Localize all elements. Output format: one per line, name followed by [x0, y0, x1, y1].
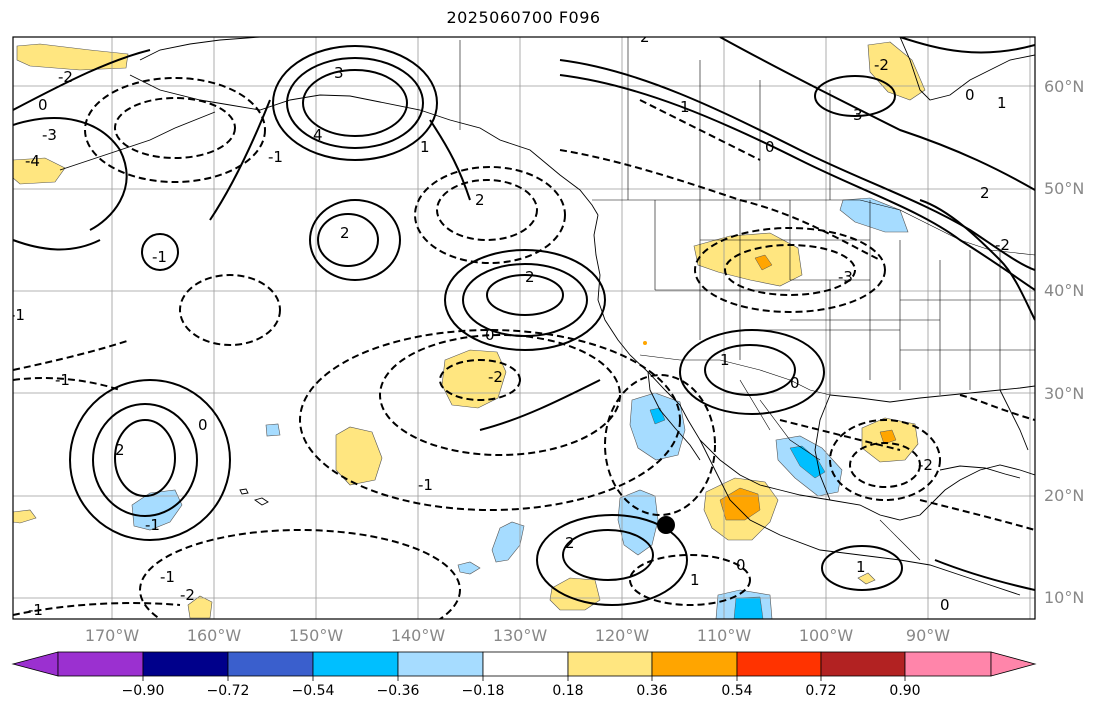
contour-label: 2: [640, 28, 650, 46]
contour-label: -2: [918, 456, 933, 474]
contour-label: 1: [680, 98, 690, 116]
colorbar-tick: −0.54: [291, 683, 335, 699]
longitude-label: 160°W: [186, 626, 242, 645]
contour-label: 0: [765, 138, 775, 156]
graticule: [13, 37, 1035, 619]
contour-label: -1: [268, 148, 283, 166]
colorbar-tick: −0.18: [461, 683, 505, 699]
contour-label: 2: [980, 184, 990, 202]
longitude-label: 120°W: [594, 626, 650, 645]
contour-label: 2: [525, 268, 535, 286]
positive-contours: [13, 37, 1035, 606]
contour-label: 2: [565, 534, 575, 552]
contour-label: -1: [55, 371, 70, 389]
contour-label: -2: [874, 56, 889, 74]
black-dot-marker: [657, 516, 675, 534]
contour-label: 0: [485, 326, 495, 344]
strong-negative-shading: [649, 407, 826, 619]
longitude-label: 130°W: [492, 626, 548, 645]
contour-label: 4: [313, 126, 323, 144]
contour-label: 2: [115, 441, 125, 459]
map-title: 2025060700 F096: [446, 8, 601, 27]
contour-label: -2: [995, 236, 1010, 254]
longitude-label: 170°W: [84, 626, 140, 645]
contour-label: -1: [418, 476, 433, 494]
latitude-label: 10°N: [1044, 588, 1085, 607]
contour-label: 0: [38, 96, 48, 114]
longitude-label: 140°W: [390, 626, 446, 645]
contour-label: -4: [25, 152, 40, 170]
latitude-label: 20°N: [1044, 486, 1085, 505]
contour-label: 0: [965, 86, 975, 104]
negative-contours: [13, 77, 1035, 619]
contour-label: 0: [198, 416, 208, 434]
colorbar-tick: −0.90: [121, 683, 165, 699]
colorbar-tick: 0.54: [721, 683, 753, 699]
longitude-label: 90°W: [905, 626, 951, 645]
contour-label: -3: [42, 126, 57, 144]
map-frame: [12, 36, 1036, 620]
colorbar-tick: 0.18: [552, 683, 584, 699]
contour-label: -2: [58, 68, 73, 86]
colorbar-tick: −0.72: [206, 683, 250, 699]
contour-label: 1: [856, 558, 866, 576]
contour-label: -2: [180, 586, 195, 604]
contour-label: 0: [940, 596, 950, 614]
contour-label: -1: [28, 601, 43, 619]
contour-label: 1: [420, 138, 430, 156]
latitude-label: 60°N: [1044, 77, 1085, 96]
contour-label: 3: [853, 106, 863, 124]
longitude-label: 150°W: [288, 626, 344, 645]
contour-label-group: -2 0 -4 -3 3 4 -1 1 2 3 -2 0 2 1 -1 2 -3…: [10, 28, 1010, 619]
contour-label: -2: [488, 368, 503, 386]
colorbar: [11, 651, 1037, 681]
contour-label: -1: [160, 568, 175, 586]
contour-label: -1: [145, 516, 160, 534]
contour-label: 3: [334, 64, 344, 82]
contour-label: 1: [720, 351, 730, 369]
latitude-label: 40°N: [1044, 281, 1085, 300]
latitude-label: 50°N: [1044, 179, 1085, 198]
contour-label: -1: [10, 306, 25, 324]
contour-label: 0: [736, 556, 746, 574]
contour-label: 1: [997, 94, 1007, 112]
latitude-label: 30°N: [1044, 384, 1085, 403]
contour-label: -1: [152, 248, 167, 266]
colorbar-tick: −0.36: [376, 683, 420, 699]
positive-anomaly-shading: [13, 41, 926, 619]
contour-label: -3: [838, 268, 853, 286]
contour-label: 1: [690, 571, 700, 589]
colorbar-tick: 0.90: [889, 683, 921, 699]
colorbar-tick: 0.36: [636, 683, 668, 699]
contour-label: 2: [340, 224, 350, 242]
coastlines: [59, 37, 1035, 596]
longitude-label: 100°W: [798, 626, 854, 645]
contour-label: 2: [475, 191, 485, 209]
longitude-label: 110°W: [696, 626, 752, 645]
colorbar-tick: 0.72: [805, 683, 837, 699]
contour-label: 0: [790, 374, 800, 392]
